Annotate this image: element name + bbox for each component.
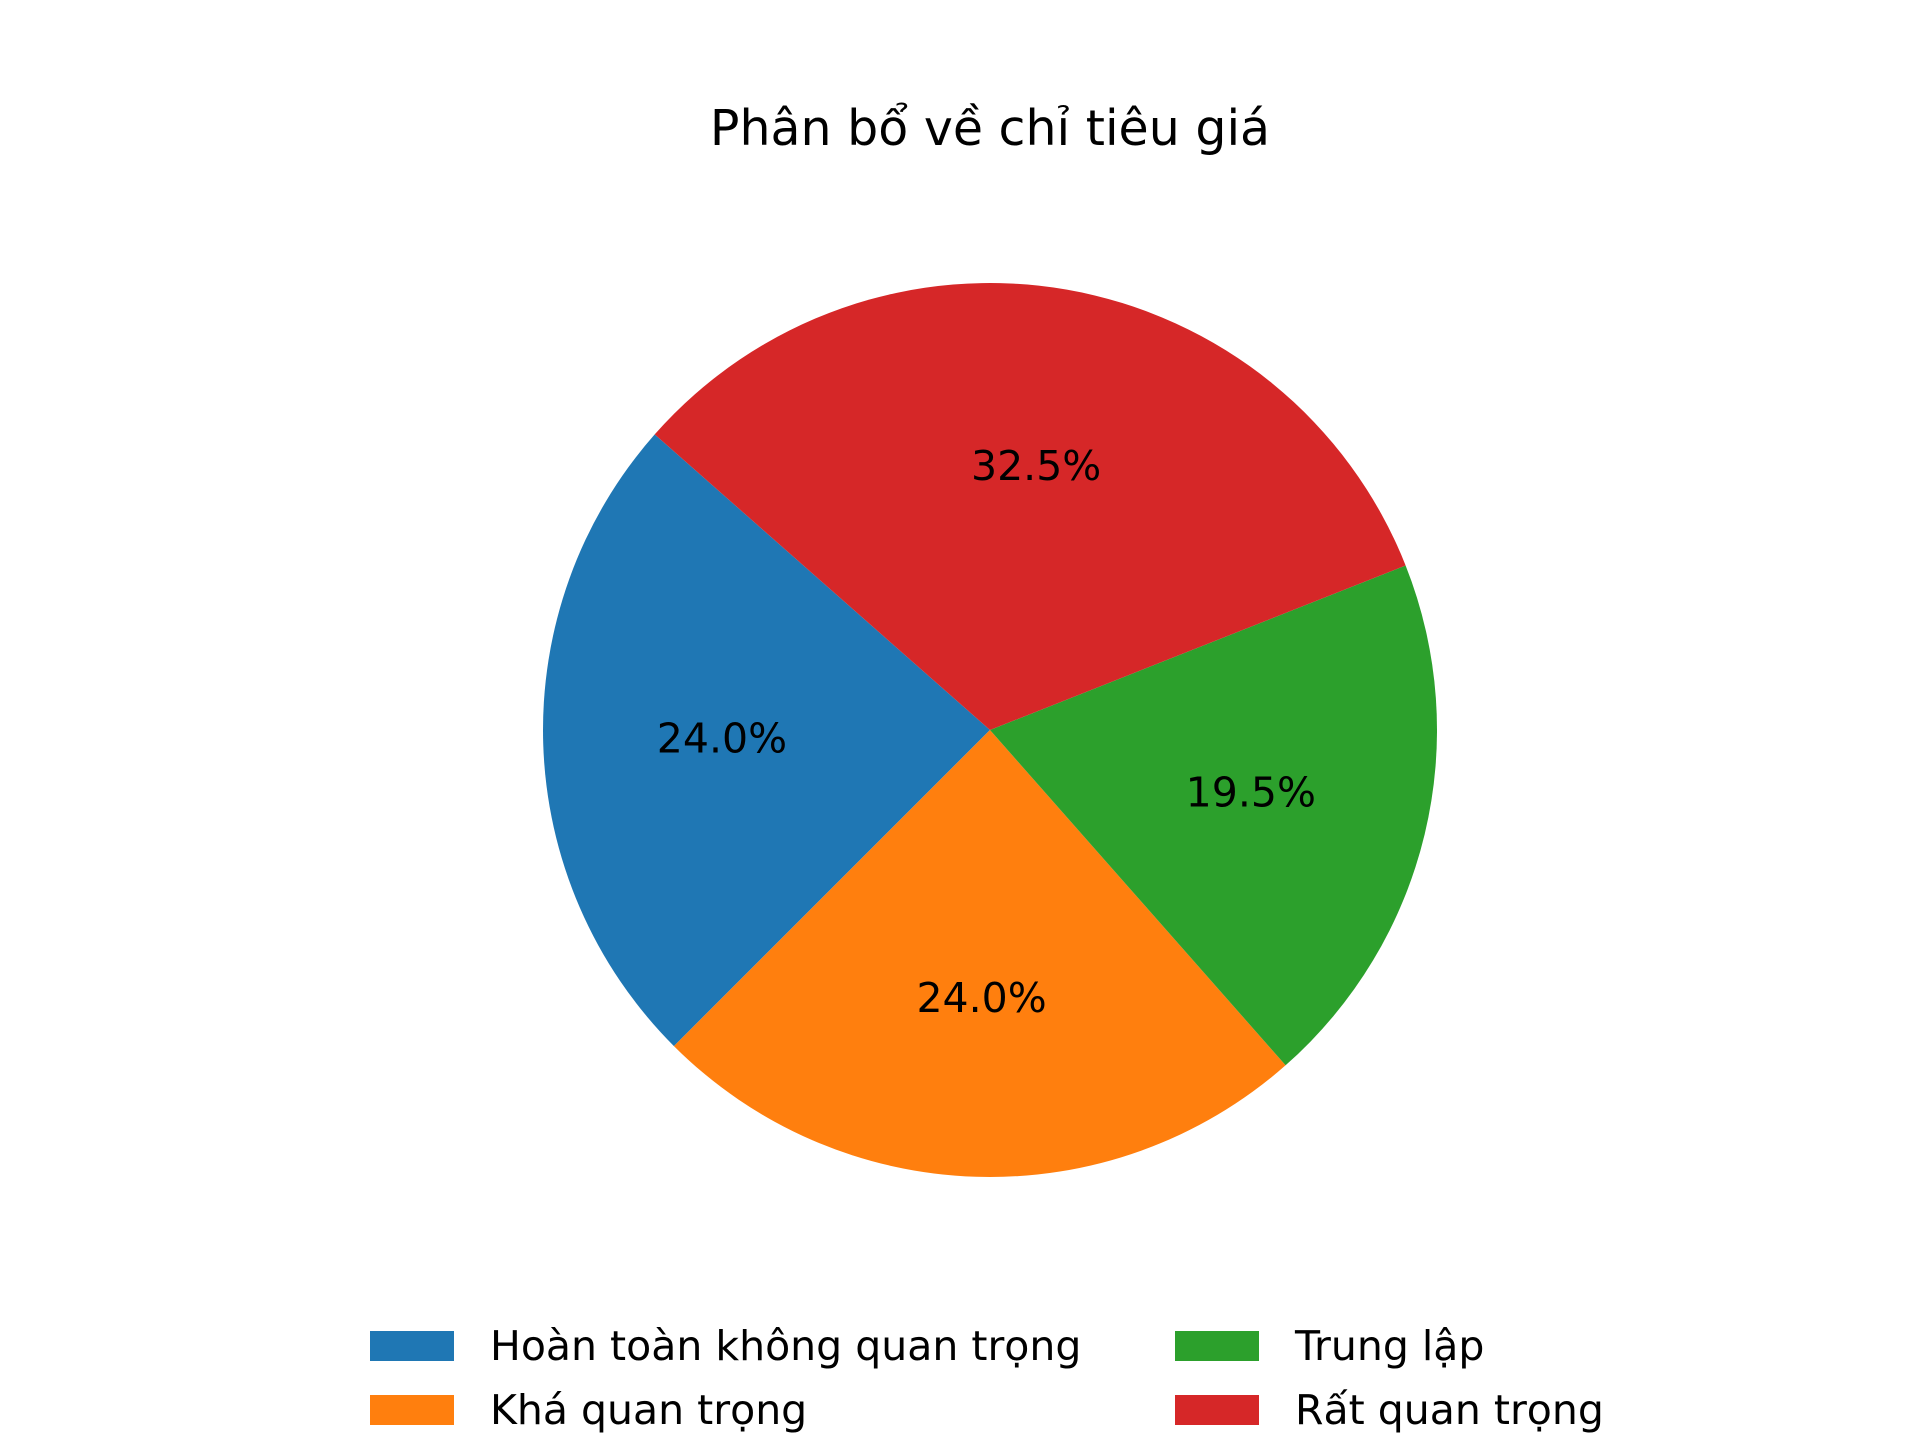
- legend-item-4: Rất quan trọng: [1175, 1382, 1604, 1438]
- slice-percent-label-4: 32.5%: [971, 442, 1101, 490]
- legend-swatch-2: [370, 1395, 454, 1425]
- slice-percent-label-2: 24.0%: [916, 974, 1046, 1022]
- pie-slice-3: [990, 565, 1438, 1066]
- chart-title: Phân bổ về chỉ tiêu giá: [709, 100, 1271, 157]
- pie-slice-1: [542, 434, 990, 1047]
- pie-slice-2: [673, 730, 1286, 1178]
- legend-swatch-3: [1175, 1331, 1259, 1361]
- legend-label-2: Khá quan trọng: [490, 1386, 808, 1434]
- legend-label-1: Hoàn toàn không quan trọng: [490, 1322, 1082, 1370]
- legend-item-3: Trung lập: [1175, 1318, 1484, 1374]
- slices-layer: [542, 282, 1438, 1178]
- legend-label-3: Trung lập: [1295, 1322, 1485, 1370]
- pie-slice-4: [654, 282, 1406, 730]
- legend-item-1: Hoàn toàn không quan trọng: [370, 1318, 1081, 1374]
- legend-swatch-4: [1175, 1395, 1259, 1425]
- legend-swatch-1: [370, 1331, 454, 1361]
- pie-chart: 24.0% 24.0% 19.5% 32.5%: [542, 282, 1438, 1178]
- slice-percent-label-1: 24.0%: [657, 714, 787, 762]
- legend-label-4: Rất quan trọng: [1295, 1386, 1604, 1434]
- labels-layer: 24.0% 24.0% 19.5% 32.5%: [657, 442, 1316, 1022]
- legend-item-2: Khá quan trọng: [370, 1382, 807, 1438]
- slice-percent-label-3: 19.5%: [1186, 769, 1316, 817]
- legend: Hoàn toàn không quan trọng Khá quan trọng…: [370, 1318, 1650, 1438]
